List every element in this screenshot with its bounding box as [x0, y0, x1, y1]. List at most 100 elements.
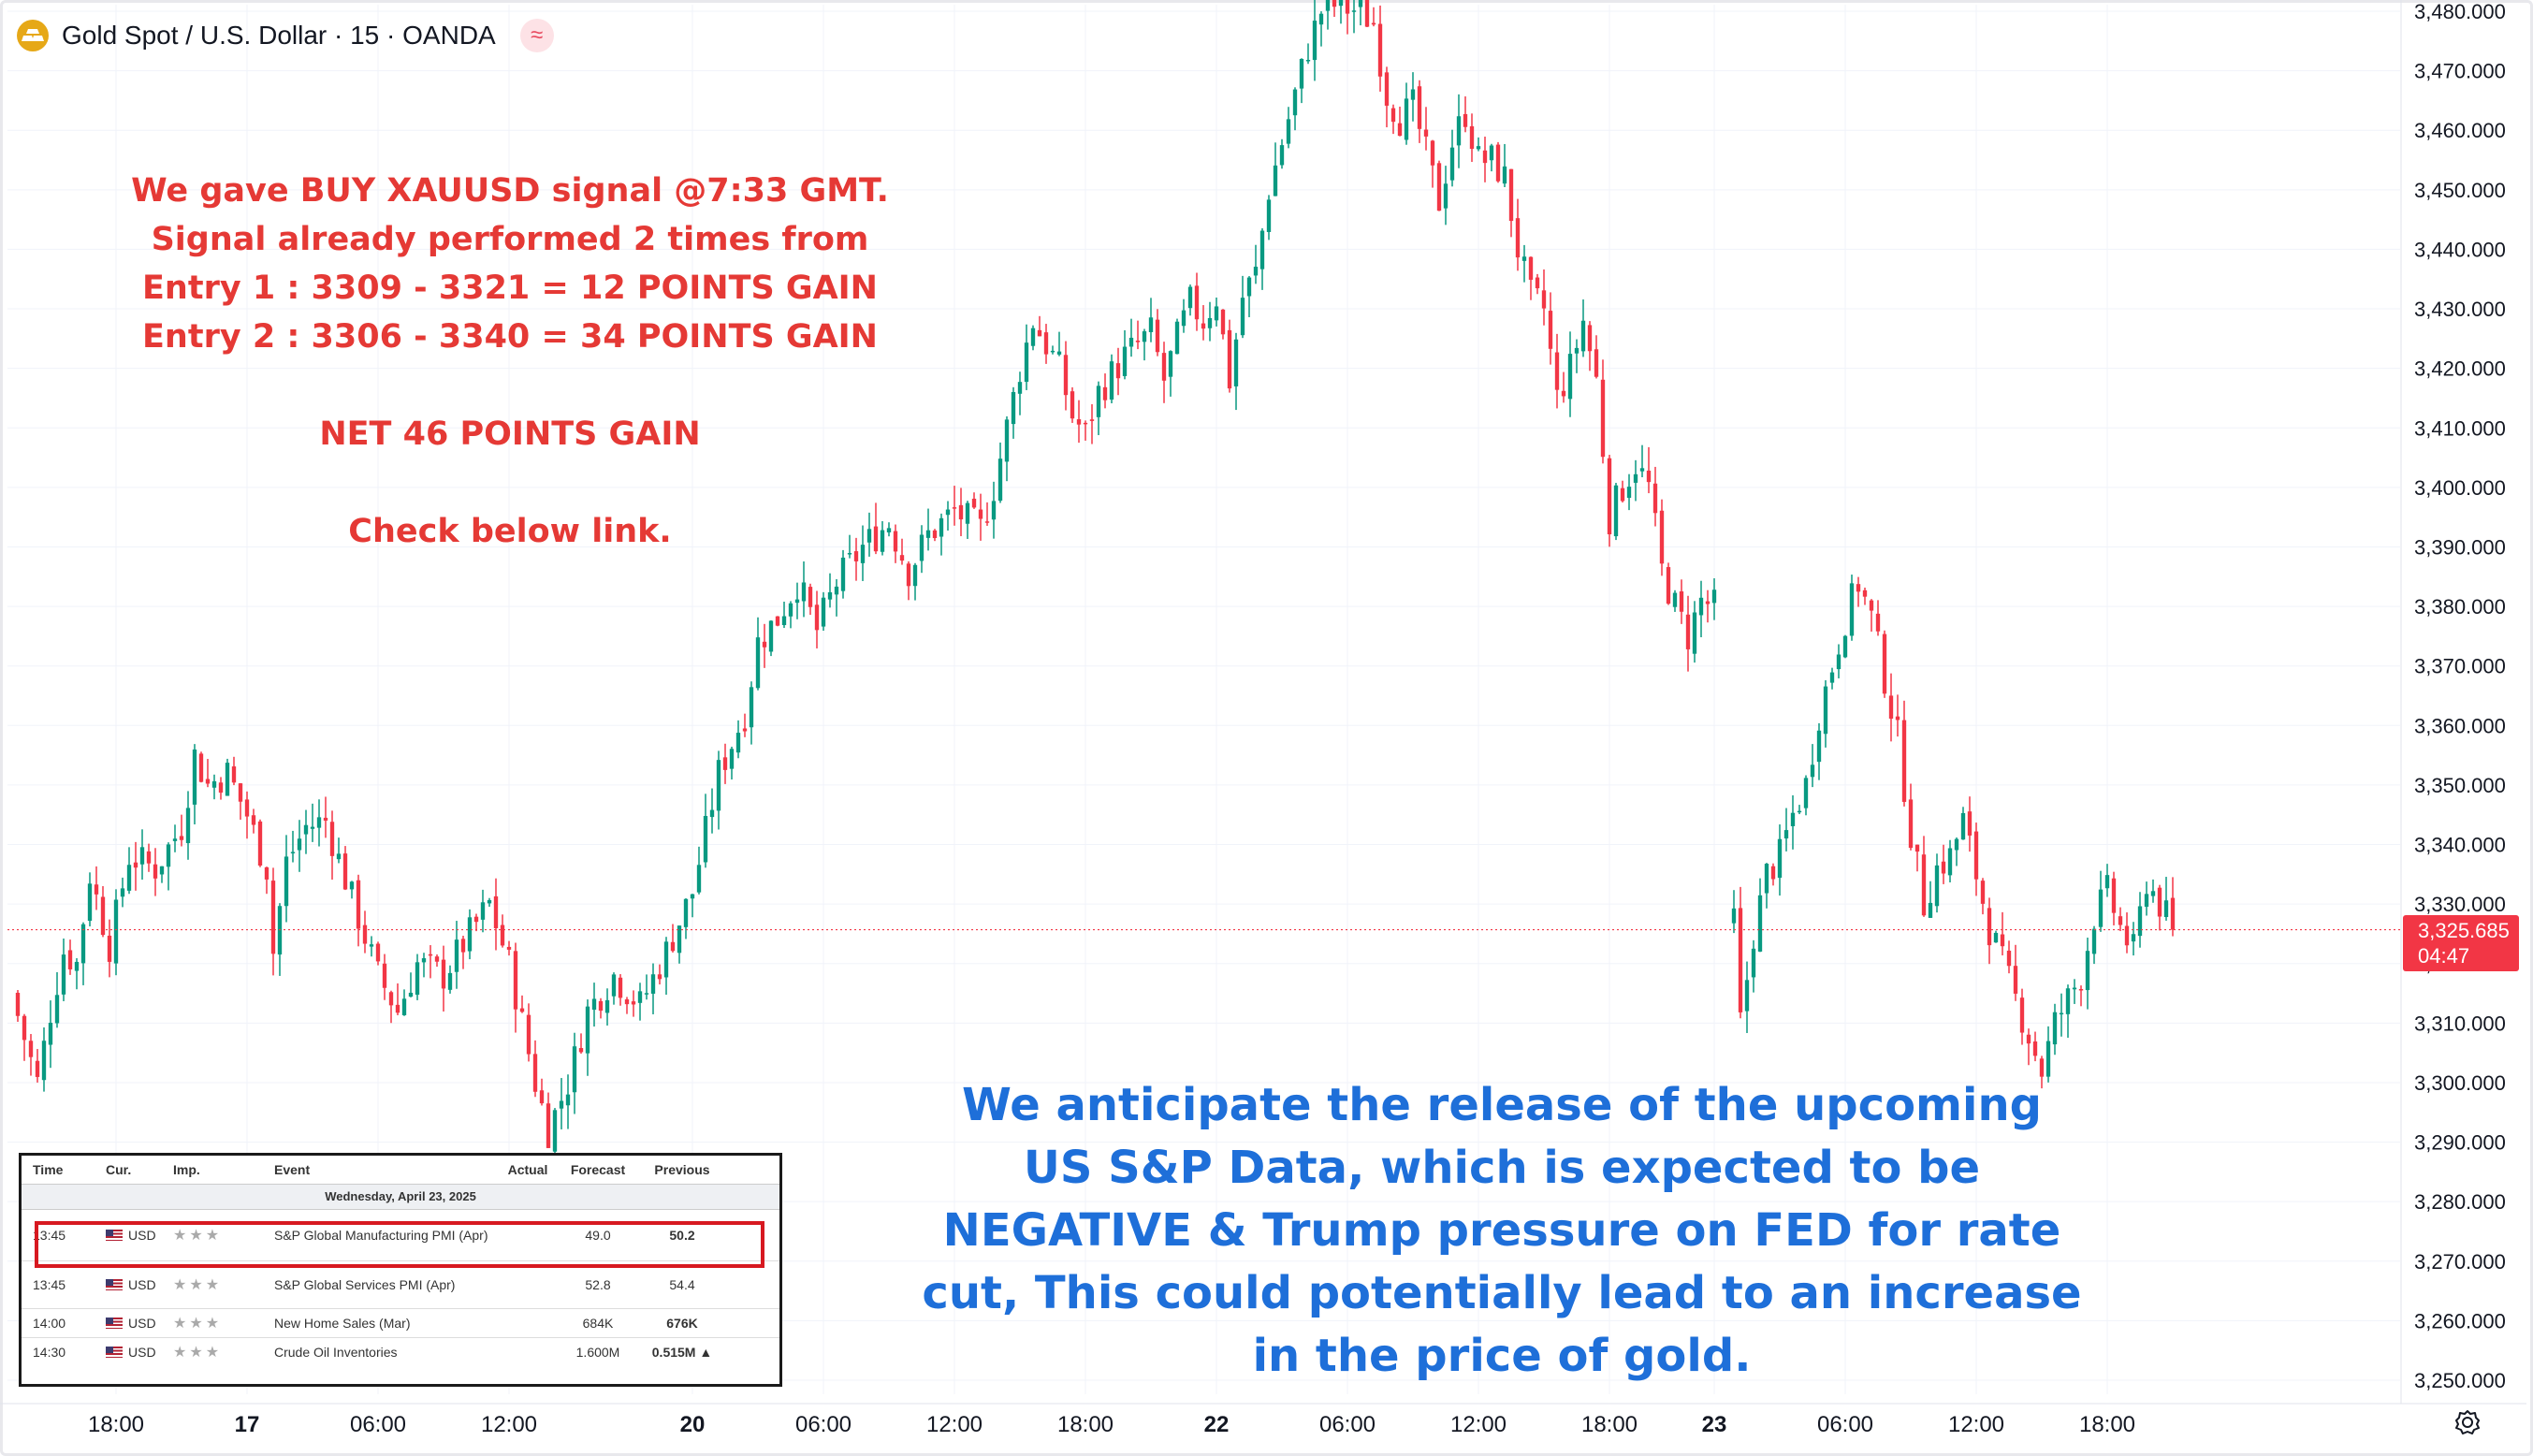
candle-body	[1266, 199, 1272, 232]
candle-body	[1783, 830, 1789, 839]
candle-body	[591, 998, 597, 1011]
calendar-row[interactable]: 14:00 USD ★★★ New Home Sales (Mar) 684K …	[22, 1309, 779, 1338]
candle-body	[801, 582, 807, 602]
candle-body	[1273, 165, 1278, 197]
candle-body	[284, 856, 289, 907]
candle-body	[808, 587, 813, 607]
candle-body	[316, 817, 322, 828]
y-tick-label: 3,480.000	[2414, 0, 2506, 23]
candle-body	[179, 836, 184, 840]
candle-body	[1246, 277, 1252, 297]
row-currency: USD	[106, 1316, 173, 1331]
candle-body	[1096, 386, 1101, 417]
candle-body	[1043, 332, 1049, 355]
candle-body	[978, 509, 983, 519]
candle-body	[1253, 267, 1259, 276]
row-currency: USD	[106, 1228, 173, 1243]
candle-body	[41, 1041, 47, 1081]
candle-body	[1233, 339, 1239, 386]
candle-body	[1489, 145, 1494, 161]
row-forecast: 52.8	[585, 1277, 611, 1292]
candle-body	[650, 974, 656, 994]
bell-icon[interactable]: ▲	[699, 1345, 713, 1360]
candle-body	[1947, 848, 1953, 876]
candle-body	[1934, 865, 1940, 907]
candle-body	[729, 749, 735, 769]
candle-body	[310, 826, 315, 829]
candle-body	[952, 507, 957, 509]
candle-body	[1318, 13, 1324, 25]
candle-body	[762, 641, 767, 648]
candle-body	[480, 902, 486, 920]
candle-body	[1777, 838, 1783, 879]
y-tick-label: 3,290.000	[2414, 1131, 2506, 1155]
candle-body	[1024, 342, 1029, 383]
y-tick-label: 3,360.000	[2414, 714, 2506, 737]
approx-wave-icon[interactable]: ≈	[519, 19, 554, 52]
candle-body	[880, 530, 885, 552]
candle-body	[1469, 125, 1475, 150]
y-tick-label: 3,280.000	[2414, 1190, 2506, 1214]
candle-body	[1168, 351, 1173, 377]
x-tick-label: 06:00	[1319, 1412, 1376, 1437]
candle-body	[1751, 948, 1756, 978]
candle-body	[2144, 894, 2149, 908]
row-forecast: 1.600M	[575, 1345, 620, 1360]
candle-body	[185, 808, 191, 844]
candle-body	[1652, 483, 1658, 514]
candle-body	[2039, 1058, 2045, 1077]
calendar-row[interactable]: 13:45 USD ★★★ S&P Global Manufacturing P…	[22, 1210, 779, 1261]
candle-body	[794, 599, 800, 604]
candle-body	[1567, 354, 1573, 400]
candle-body	[1011, 392, 1016, 425]
candle-body	[1358, 0, 1363, 7]
candle-body	[205, 779, 211, 784]
importance-stars-icon: ★★★	[173, 1277, 223, 1293]
candle-body	[1607, 458, 1612, 535]
candle-body	[1070, 391, 1075, 419]
candle-body	[1332, 0, 1337, 7]
us-flag-icon	[106, 1230, 123, 1241]
header-time: Time	[33, 1162, 64, 1177]
header-forecast: Forecast	[570, 1162, 626, 1177]
candle-body	[1502, 166, 1507, 184]
candle-body	[120, 888, 125, 897]
candle-body	[336, 853, 342, 860]
calendar-row[interactable]: 13:45 USD ★★★ S&P Global Services PMI (A…	[22, 1261, 779, 1309]
signal-annotation: We gave BUY XAUUSD signal @7:33 GMT. Sig…	[75, 167, 945, 556]
annotation-line: Signal already performed 2 times from	[151, 221, 869, 258]
candle-body	[2104, 875, 2110, 889]
y-tick-label: 3,420.000	[2414, 357, 2506, 381]
candle-body	[22, 1015, 27, 1041]
calendar-row[interactable]: 14:30 USD ★★★ Crude Oil Inventories 1.60…	[22, 1338, 779, 1366]
candle-body	[1404, 98, 1409, 140]
candle-body	[1148, 317, 1154, 332]
row-event: S&P Global Manufacturing PMI (Apr)	[274, 1228, 488, 1243]
candle-body	[1764, 864, 1769, 894]
candle-body	[1115, 363, 1121, 379]
candle-body	[775, 616, 780, 626]
candle-body	[421, 958, 427, 963]
candle-body	[519, 1008, 525, 1012]
candle-body	[487, 899, 492, 904]
candle-body	[663, 941, 669, 978]
gear-icon[interactable]	[2453, 1408, 2482, 1436]
candle-body	[853, 551, 859, 561]
x-tick-label: 18:00	[2079, 1412, 2135, 1437]
candle-body	[1312, 21, 1317, 61]
candle-body	[932, 530, 938, 539]
candle-body	[677, 925, 682, 954]
candle-body	[696, 865, 702, 893]
candle-body	[1679, 590, 1684, 612]
candle-body	[1803, 778, 1809, 808]
candle-body	[1731, 908, 1737, 924]
candle-body	[1561, 390, 1566, 397]
candle-body	[2032, 1041, 2038, 1056]
candle-body	[1705, 601, 1711, 604]
symbol-title[interactable]: Gold Spot / U.S. Dollar · 15 · OANDA	[62, 21, 496, 50]
candle-body	[2124, 925, 2130, 946]
candle-body	[1056, 351, 1062, 355]
candle-body	[749, 687, 754, 728]
candle-body	[1901, 720, 1907, 802]
